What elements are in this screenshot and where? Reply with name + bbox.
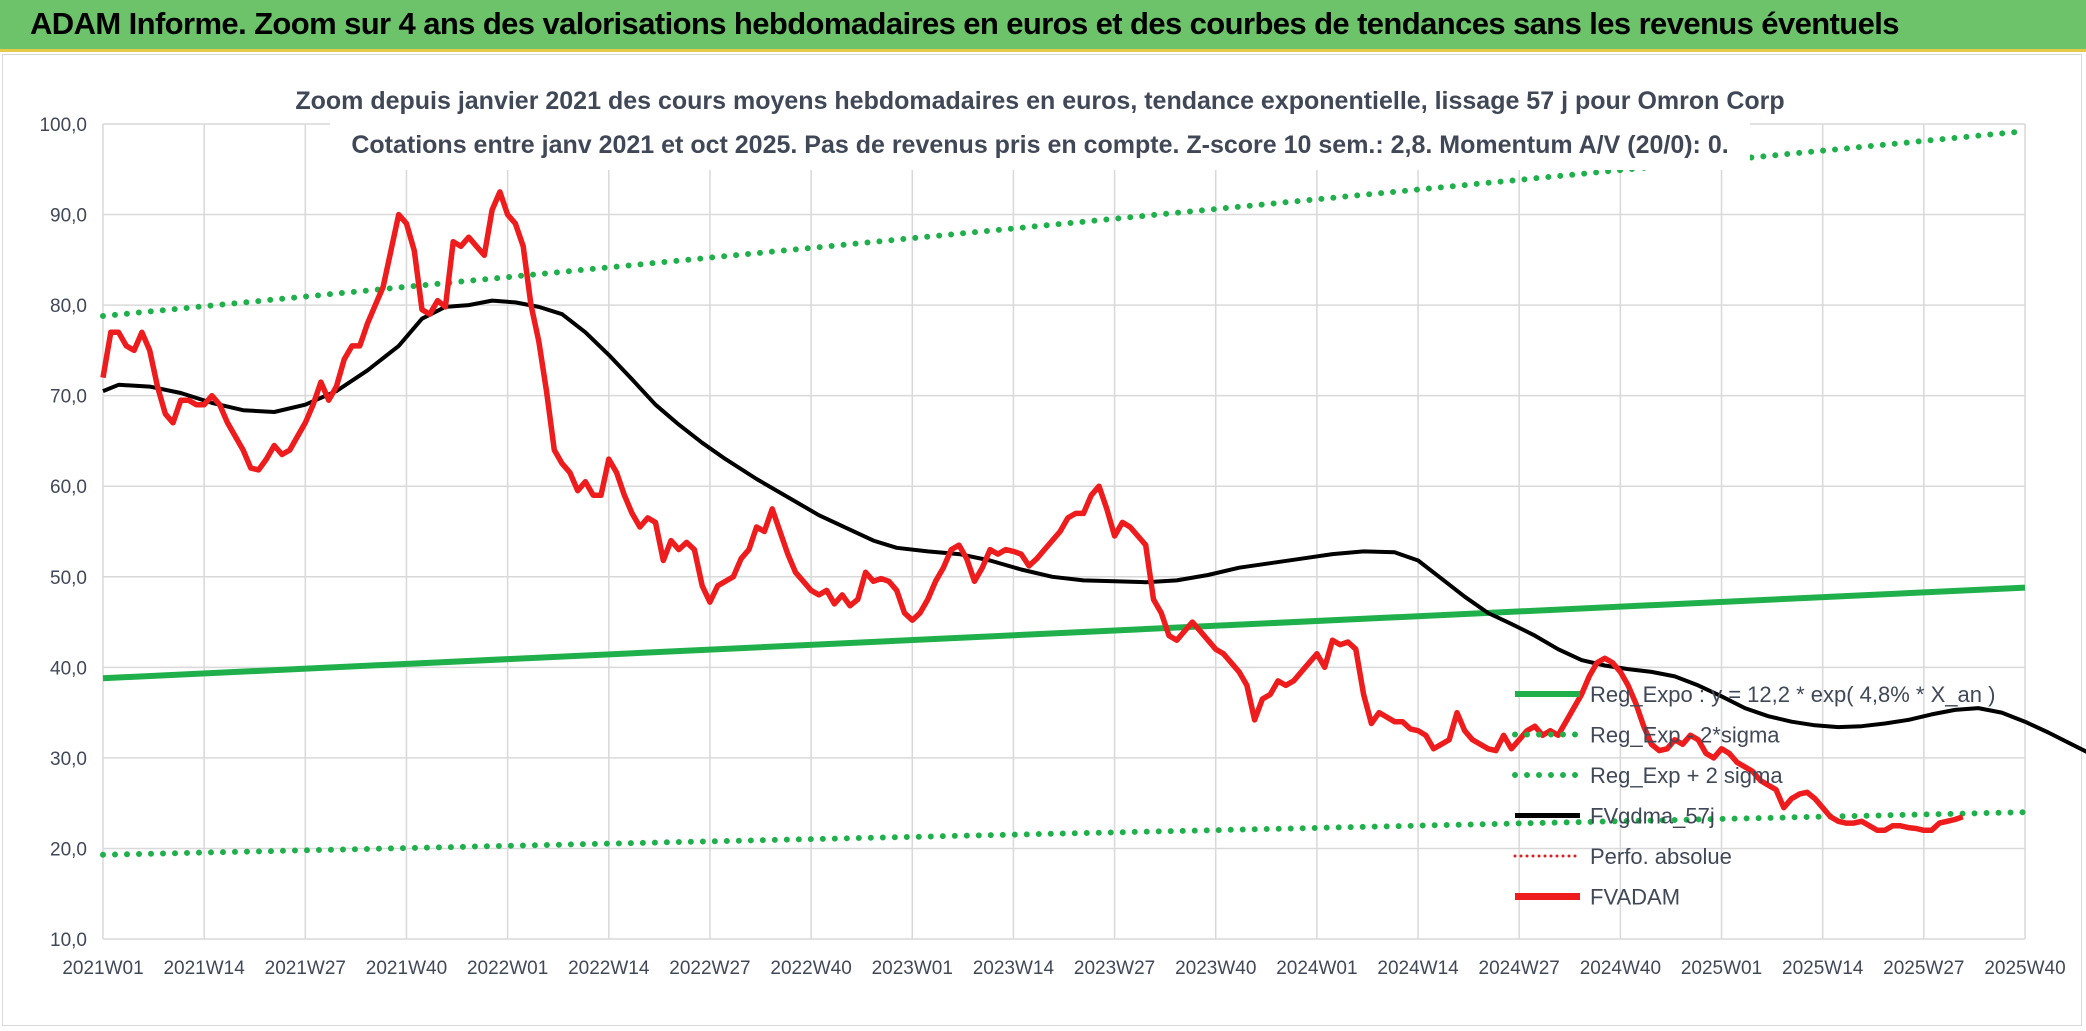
x-tick-label: 2023W01 (872, 958, 953, 979)
y-tick-label: 30,0 (50, 749, 87, 770)
title-banner: ADAM Informe. Zoom sur 4 ans des valoris… (0, 0, 2086, 52)
x-tick-label: 2025W14 (1782, 958, 1864, 979)
x-tick-label: 2024W14 (1377, 958, 1459, 979)
chart-legend: Reg_Expo : y = 12,2 * exp( 4,8% * X_an )… (1512, 682, 1995, 910)
x-tick-label: 2022W40 (770, 958, 851, 979)
chart-frame (2, 54, 2082, 1026)
legend-label-trend: Reg_Expo : y = 12,2 * exp( 4,8% * X_an ) (1590, 682, 1995, 707)
x-tick-label: 2025W40 (1984, 958, 2065, 979)
y-tick-label: 10,0 (50, 930, 87, 951)
y-tick-label: 40,0 (50, 658, 87, 679)
x-tick-label: 2021W27 (265, 958, 346, 979)
series-line-smooth (102, 298, 2086, 754)
x-tick-label: 2025W01 (1681, 958, 1762, 979)
legend-label-upper: Reg_Exp + 2 sigma (1590, 763, 1783, 788)
grid-lines (102, 123, 2026, 940)
axis-labels: 10,0 20,0 30,0 40,0 50,0 60,0 70,0 80,0 90,0 100,… (39, 115, 2065, 979)
chart-title-line-2: Cotations entre janv 2021 et oct 2025. P… (351, 131, 1728, 159)
banner-title: ADAM Informe. Zoom sur 4 ans des valoris… (30, 6, 1900, 41)
x-tick-label: 2023W14 (973, 958, 1055, 979)
x-tick-label: 2021W40 (366, 958, 447, 979)
y-tick-label: 70,0 (50, 387, 87, 408)
legend-label-smooth: FVgdma_57j (1590, 804, 1715, 829)
x-tick-label: 2021W14 (163, 958, 245, 979)
legend-label-price: FVADAM (1590, 885, 1680, 910)
x-tick-label: 2023W40 (1175, 958, 1256, 979)
x-tick-label: 2023W27 (1074, 958, 1155, 979)
chart-title: Zoom depuis janvier 2021 des cours moyen… (295, 78, 1785, 170)
y-tick-label: 90,0 (50, 206, 87, 227)
series-line-price (100, 189, 1964, 834)
legend-label-perfo: Perfo. absolue (1590, 844, 1732, 869)
x-tick-label: 2021W01 (62, 958, 143, 979)
x-tick-label: 2024W01 (1276, 958, 1357, 979)
x-tick-label: 2024W40 (1580, 958, 1661, 979)
series-line-trend (102, 584, 2026, 682)
x-tick-label: 2022W27 (669, 958, 750, 979)
legend-label-lower: Reg_Exp - 2*sigma (1590, 723, 1780, 748)
chart-title-line-1: Zoom depuis janvier 2021 des cours moyen… (295, 87, 1784, 115)
y-tick-label: 60,0 (50, 477, 87, 498)
x-tick-label: 2024W27 (1479, 958, 1560, 979)
chart-series (100, 128, 2086, 858)
y-tick-label: 100,0 (39, 115, 87, 136)
x-tick-label: 2022W14 (568, 958, 650, 979)
x-tick-label: 2022W01 (467, 958, 548, 979)
chart-title-background (330, 78, 1750, 170)
series-line-lower (100, 809, 2028, 858)
y-tick-label: 80,0 (50, 296, 87, 317)
y-tick-label: 50,0 (50, 568, 87, 589)
y-tick-label: 20,0 (50, 839, 87, 860)
x-tick-label: 2025W27 (1883, 958, 1964, 979)
